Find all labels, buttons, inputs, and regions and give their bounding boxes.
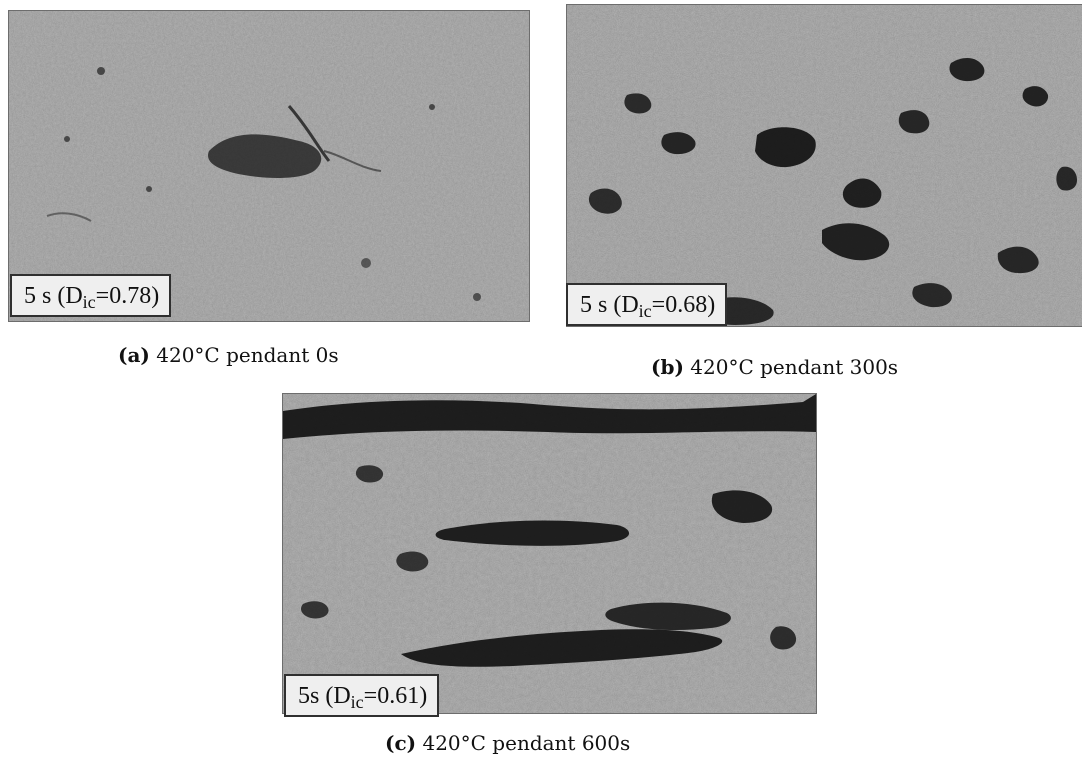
label-c-sub: ic [350, 692, 364, 712]
micrograph-c-texture [283, 394, 816, 713]
label-a-tail: =0.78) [95, 283, 160, 309]
caption-a-text: 420°C pendant 0s [149, 343, 339, 367]
label-c-main: 5s (D [298, 683, 351, 709]
micrograph-b-label: 5 s (Dic=0.68) [566, 283, 728, 326]
micrograph-a-texture [9, 11, 529, 321]
micrograph-c-label: 5s (Dic=0.61) [284, 674, 440, 717]
micrograph-b-texture [567, 5, 1082, 326]
caption-a: (a) 420°C pendant 0s [118, 343, 339, 367]
caption-c-tag: (c) [385, 731, 417, 755]
micrograph-c [282, 393, 817, 714]
caption-b: (b) 420°C pendant 300s [651, 355, 898, 379]
micrograph-a-label: 5 s (Dic=0.78) [10, 274, 172, 317]
label-b-tail: =0.68) [651, 292, 716, 318]
caption-b-tag: (b) [651, 355, 684, 379]
label-b-sub: ic [638, 301, 652, 321]
label-a-sub: ic [82, 292, 96, 312]
caption-c: (c) 420°C pendant 600s [385, 731, 630, 755]
label-a-main: 5 s (D [24, 283, 83, 309]
label-c-tail: =0.61) [363, 683, 428, 709]
caption-c-text: 420°C pendant 600s [416, 731, 631, 755]
micrograph-a [8, 10, 530, 322]
label-b-main: 5 s (D [580, 292, 639, 318]
micrograph-b [566, 4, 1082, 327]
caption-b-text: 420°C pendant 300s [683, 355, 899, 379]
caption-a-tag: (a) [118, 343, 150, 367]
